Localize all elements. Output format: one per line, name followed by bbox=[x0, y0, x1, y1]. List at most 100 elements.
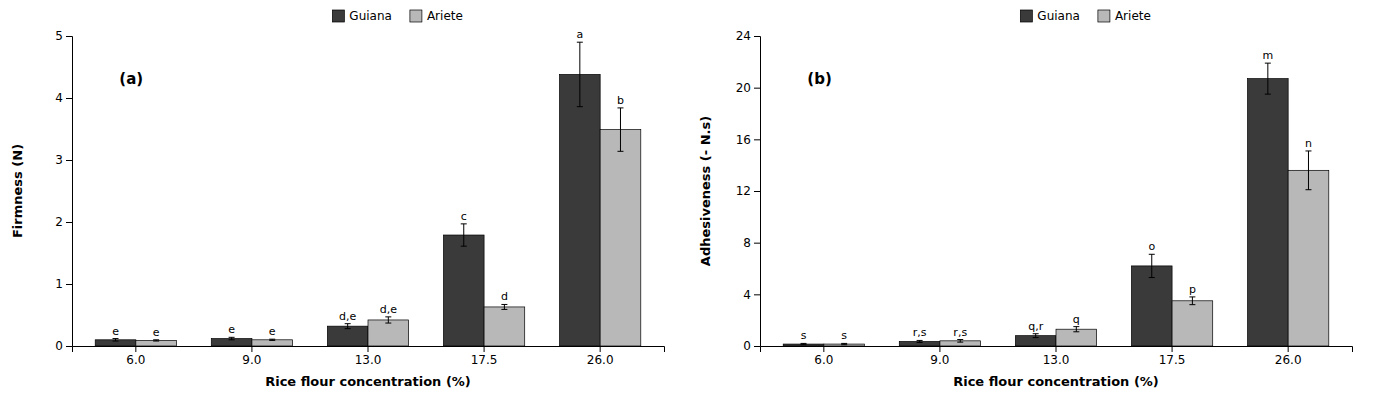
x-tick: 13.0 bbox=[1043, 346, 1070, 367]
figure: eed,ecaeed,edb6.09.013.017.526.0012345Ri… bbox=[0, 0, 1376, 398]
error-bar bbox=[385, 317, 391, 323]
y-tick: 24 bbox=[736, 29, 760, 43]
bar bbox=[211, 339, 252, 346]
x-axis-title: Rice flour concentration (%) bbox=[265, 374, 471, 389]
y-tick: 1 bbox=[55, 277, 72, 291]
letter: e bbox=[269, 325, 276, 338]
tick-label: 4 bbox=[743, 288, 751, 302]
y-tick: 8 bbox=[743, 236, 760, 250]
bar bbox=[1288, 170, 1329, 346]
x-axis: 6.09.013.017.526.0 bbox=[761, 346, 1353, 367]
tick-label: 9.0 bbox=[242, 353, 261, 367]
bar bbox=[1248, 79, 1289, 346]
letter: n bbox=[1305, 137, 1312, 150]
tick-label: 2 bbox=[55, 215, 63, 229]
error-stem bbox=[620, 108, 621, 151]
error-cap bbox=[1149, 254, 1155, 255]
tick-mark bbox=[66, 284, 72, 285]
axis-line bbox=[73, 347, 665, 353]
letter: p bbox=[1189, 283, 1196, 296]
x-tick: 17.5 bbox=[1159, 346, 1186, 367]
error-cap bbox=[113, 338, 119, 339]
error-cap bbox=[957, 339, 963, 340]
error-bar bbox=[1305, 151, 1311, 190]
tick-mark bbox=[484, 346, 485, 352]
tick-mark bbox=[1288, 346, 1289, 352]
error-cap bbox=[617, 107, 623, 108]
error-bar bbox=[153, 340, 159, 341]
tick-label: 6.0 bbox=[814, 353, 833, 367]
y-tick: 2 bbox=[55, 215, 72, 229]
error-bar bbox=[841, 343, 847, 344]
error-cap bbox=[801, 343, 807, 344]
tick-mark bbox=[939, 346, 940, 352]
letter: d,e bbox=[339, 310, 356, 323]
tick-label: 17.5 bbox=[471, 353, 498, 367]
tick-mark bbox=[66, 160, 72, 161]
x-tick: 6.0 bbox=[814, 346, 833, 367]
error-cap bbox=[1189, 296, 1195, 297]
tick-mark bbox=[368, 346, 369, 352]
error-cap bbox=[153, 339, 159, 340]
letter: e bbox=[228, 323, 235, 336]
plot-area bbox=[95, 42, 641, 346]
error-cap bbox=[577, 106, 583, 107]
tick-label: 16 bbox=[736, 133, 751, 147]
y-tick: 0 bbox=[743, 339, 760, 353]
error-cap bbox=[1033, 333, 1039, 334]
bar-series bbox=[95, 42, 600, 346]
legend-swatch bbox=[332, 10, 344, 22]
letter: q,r bbox=[1028, 320, 1043, 333]
bar-series bbox=[824, 151, 1329, 346]
error-cap bbox=[461, 246, 467, 247]
tick-mark bbox=[1056, 346, 1057, 352]
letter: d bbox=[501, 290, 508, 303]
y-tick: 4 bbox=[55, 91, 72, 105]
error-bar bbox=[461, 224, 467, 246]
error-stem bbox=[388, 317, 389, 323]
y-tick: 5 bbox=[55, 29, 72, 43]
letter: s bbox=[841, 329, 847, 342]
x-tick: 9.0 bbox=[242, 346, 261, 367]
tick-mark bbox=[754, 294, 760, 295]
error-cap bbox=[269, 340, 275, 341]
tick-mark bbox=[135, 346, 136, 352]
bar bbox=[783, 344, 824, 346]
panel-label: (b) bbox=[807, 70, 831, 88]
error-cap bbox=[1305, 189, 1311, 190]
x-axis-title: Rice flour concentration (%) bbox=[953, 374, 1159, 389]
y-tick: 16 bbox=[736, 133, 760, 147]
error-cap bbox=[957, 342, 963, 343]
error-stem bbox=[463, 224, 464, 246]
x-tick: 6.0 bbox=[126, 346, 145, 367]
error-stem bbox=[347, 324, 348, 329]
error-cap bbox=[1305, 150, 1311, 151]
tick-mark bbox=[754, 88, 760, 89]
error-bar bbox=[1149, 254, 1155, 277]
y-tick: 20 bbox=[736, 81, 760, 95]
legend-swatch bbox=[410, 10, 422, 22]
letter: m bbox=[1262, 49, 1273, 62]
tick-label: 13.0 bbox=[355, 353, 382, 367]
legend: GuianaAriete bbox=[1020, 9, 1151, 23]
legend-swatch bbox=[1098, 10, 1110, 22]
error-cap bbox=[229, 337, 235, 338]
tick-mark bbox=[1172, 346, 1173, 352]
tick-mark bbox=[754, 346, 760, 347]
error-cap bbox=[1149, 277, 1155, 278]
axis-line bbox=[66, 37, 73, 347]
error-bar bbox=[269, 339, 275, 340]
error-cap bbox=[1033, 337, 1039, 338]
error-cap bbox=[1073, 331, 1079, 332]
legend: GuianaAriete bbox=[332, 9, 463, 23]
y-axis: 012345 bbox=[55, 29, 72, 353]
letter: s bbox=[801, 329, 807, 342]
bar bbox=[899, 341, 940, 346]
x-tick: 26.0 bbox=[1275, 346, 1302, 367]
error-cap bbox=[153, 341, 159, 342]
tick-label: 0 bbox=[743, 339, 751, 353]
letter: r,s bbox=[953, 326, 967, 339]
tick-mark bbox=[754, 191, 760, 192]
tick-label: 6.0 bbox=[126, 353, 145, 367]
legend-label: Guiana bbox=[349, 9, 392, 23]
